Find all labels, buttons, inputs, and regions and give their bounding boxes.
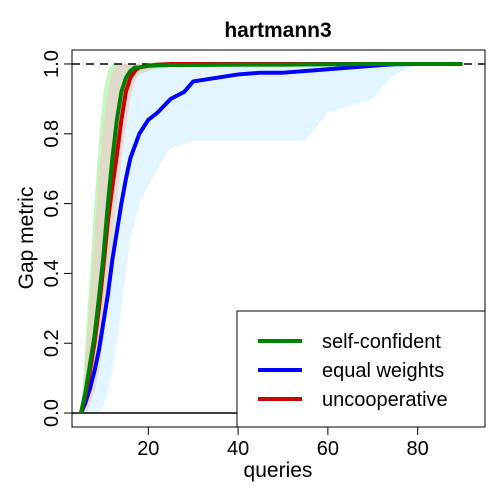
x-tick-label: 60	[317, 438, 339, 460]
x-axis-label: queries	[244, 459, 313, 482]
x-tick-label: 20	[137, 438, 159, 460]
chart-title: hartmann3	[224, 19, 331, 42]
y-axis-label: Gap metric	[15, 187, 38, 290]
y-tick-label: 0.4	[41, 260, 63, 288]
x-axis: 20 40 60 80	[137, 427, 429, 460]
x-tick-label: 80	[407, 438, 429, 460]
legend-label-uncooperative: uncooperative	[322, 389, 448, 411]
legend-label-self-confident: self-confident	[322, 331, 441, 353]
y-tick-label: 1.0	[41, 50, 63, 78]
y-tick-label: 0.6	[41, 190, 63, 218]
line-self-confident	[79, 61, 463, 414]
legend-label-equal-weights: equal weights	[322, 360, 444, 382]
x-tick-label: 40	[227, 438, 249, 460]
y-tick-label: 0.2	[41, 329, 63, 357]
legend: self-confident equal weights uncooperative	[236, 310, 486, 428]
y-tick-label: 0.8	[41, 120, 63, 148]
y-axis: 0.0 0.2 0.4 0.6 0.8 1.0	[41, 50, 72, 427]
y-tick-label: 0.0	[41, 399, 63, 427]
series-lines	[79, 61, 463, 414]
